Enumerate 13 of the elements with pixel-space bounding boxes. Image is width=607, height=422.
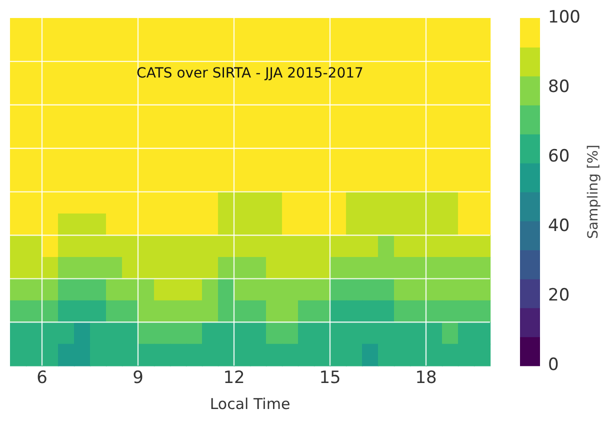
x-tick-label: 9 bbox=[132, 368, 144, 388]
x-tick-label: 12 bbox=[223, 368, 245, 388]
color-bar-label: 0 bbox=[548, 355, 559, 376]
color-bar-label: 60 bbox=[548, 146, 570, 166]
x-tick-label: 18 bbox=[415, 368, 437, 388]
color-bar-label: 100 bbox=[548, 7, 580, 28]
color-bar-label: 20 bbox=[548, 286, 570, 306]
color-bar-label: 40 bbox=[548, 216, 570, 236]
x-tick-label: 6 bbox=[36, 368, 48, 388]
x-tick-label: 15 bbox=[319, 368, 341, 388]
x-axis-title: Local Time bbox=[210, 394, 290, 413]
color-bar-title: Sampling [%] bbox=[586, 144, 602, 239]
color-bar-label: 80 bbox=[548, 76, 570, 97]
